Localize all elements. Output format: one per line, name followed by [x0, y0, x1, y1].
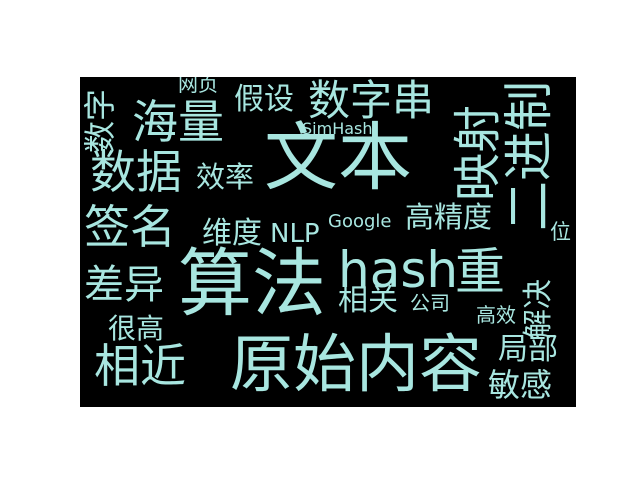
word-yuanshi-neirong: 原始内容 — [230, 328, 482, 401]
word-xiangjin: 相近 — [94, 339, 186, 393]
word-jiejue: 解决 — [521, 279, 556, 339]
word-shuju: 数据 — [90, 145, 182, 199]
word-gongsi: 公司 — [410, 291, 450, 315]
word-zhong: 重 — [455, 243, 505, 301]
word-hash: hash — [338, 241, 459, 299]
word-jiashe: 假设 — [234, 82, 294, 117]
word-cloud: 文本 算法 原始内容 hash 重 数据 海量 数字串 签名 相近 差异 假设 … — [80, 77, 576, 407]
word-gaoxiao: 高效 — [476, 303, 516, 327]
word-shuzi: 数字 — [81, 88, 119, 153]
word-hailiang: 海量 — [132, 95, 224, 149]
word-xiangguan: 相关 — [338, 283, 398, 318]
word-henggao: 很高 — [108, 312, 165, 345]
word-shuzichuan: 数字串 — [308, 77, 435, 125]
word-wenben: 文本 — [264, 115, 412, 201]
word-gaojingdu: 高精度 — [405, 200, 493, 234]
word-qianming: 签名 — [84, 200, 176, 254]
word-simhash: SimHash — [302, 119, 373, 138]
word-weidu: 维度 — [202, 216, 262, 251]
word-yingshe: 映射 — [450, 104, 506, 201]
word-jubu: 局部 — [498, 332, 558, 367]
word-erjinzhi: 二进制 — [500, 81, 558, 231]
word-wei: 位 — [550, 220, 571, 244]
word-suanfa: 算法 — [178, 241, 326, 327]
word-mingan: 敏感 — [488, 366, 553, 404]
word-google: Google — [328, 211, 392, 232]
word-xiaolv: 效率 — [196, 160, 255, 194]
word-chayi: 差异 — [84, 262, 164, 308]
word-nlp: NLP — [270, 219, 320, 249]
word-wangye: 网页 — [178, 77, 218, 96]
